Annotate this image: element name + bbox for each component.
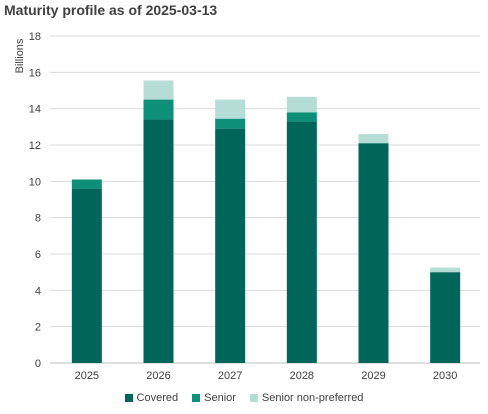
- legend-item: Covered: [124, 392, 179, 404]
- x-tick-label: 2028: [290, 370, 314, 382]
- x-tick-label: 2025: [75, 370, 99, 382]
- bar-segment-covered-2027: [215, 128, 246, 363]
- gridlines: [50, 35, 480, 364]
- bar-segment-senior-non-preferred-2026: [143, 80, 174, 100]
- bar-segment-senior-non-preferred-2030: [430, 267, 461, 273]
- y-tick-label: 6: [35, 249, 41, 261]
- y-axis-title: Billions: [14, 38, 26, 73]
- legend: Covered Senior Senior non-preferred: [0, 392, 488, 404]
- x-tick-label: 2029: [361, 370, 385, 382]
- bar-segment-covered-2029: [358, 143, 389, 363]
- tick-labels: 0 2 4 6 8 10 12 14 16 18 2025 2026 2027 2028 2029 2030: [29, 31, 458, 382]
- x-tick-label: 2026: [146, 370, 170, 382]
- x-tick-label: 2027: [218, 370, 242, 382]
- bar-segment-senior-non-preferred-2028: [286, 96, 317, 113]
- bar-segment-covered-2025: [71, 188, 102, 363]
- y-tick-label: 4: [35, 285, 41, 297]
- legend-swatch: [249, 394, 258, 402]
- bar-segment-senior-2027: [215, 118, 246, 129]
- bar-segment-senior-2028: [286, 112, 317, 122]
- bar-segment-senior-2025: [71, 179, 102, 189]
- bar-segment-senior-2026: [143, 99, 174, 120]
- legend-item: Senior: [192, 392, 236, 404]
- chart-title: Maturity profile as of 2025-03-13: [4, 2, 218, 18]
- legend-label: Covered: [136, 392, 179, 404]
- y-tick-label: 16: [29, 67, 41, 79]
- bar-segment-covered-2028: [286, 121, 317, 363]
- legend-label: Senior non-preferred: [261, 392, 364, 404]
- y-tick-label: 10: [29, 176, 41, 188]
- legend-label: Senior: [204, 392, 236, 404]
- y-tick-label: 2: [35, 322, 41, 334]
- legend-item: Senior non-preferred: [249, 392, 364, 404]
- bar-segment-senior-non-preferred-2029: [358, 134, 389, 144]
- bars: [71, 80, 461, 363]
- y-tick-label: 8: [35, 213, 41, 225]
- legend-swatch: [192, 394, 201, 402]
- legend-swatch: [124, 394, 133, 402]
- y-tick-label: 14: [29, 104, 41, 116]
- y-tick-label: 12: [29, 140, 41, 152]
- bar-segment-senior-non-preferred-2027: [215, 99, 246, 119]
- bar-segment-covered-2030: [430, 272, 461, 363]
- bar-segment-covered-2026: [143, 119, 174, 363]
- y-tick-label: 0: [35, 358, 41, 370]
- y-tick-label: 18: [29, 31, 41, 43]
- x-tick-label: 2030: [433, 370, 457, 382]
